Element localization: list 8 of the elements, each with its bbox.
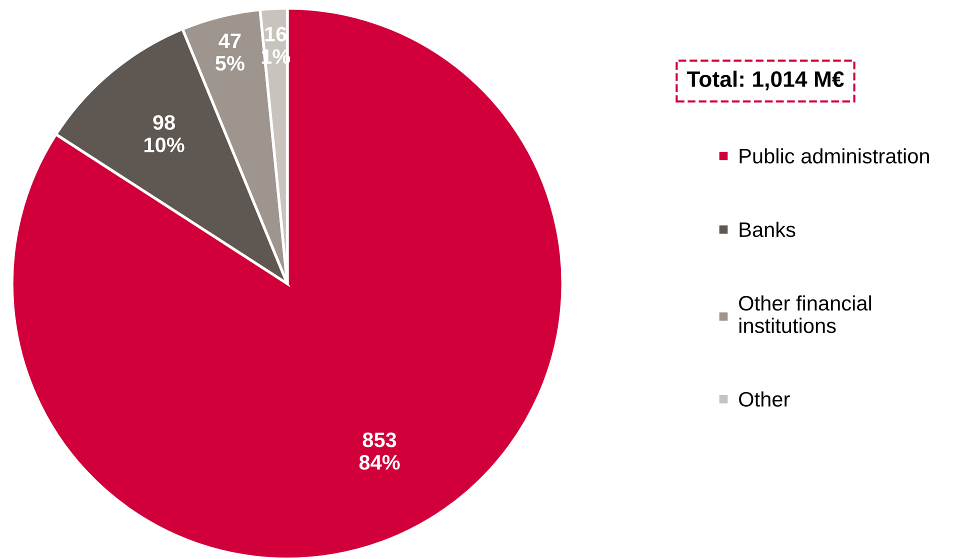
legend-label: Other <box>739 391 790 407</box>
data-label: 853 84% <box>359 432 400 470</box>
text: Total: 1,014 M€ <box>686 70 844 90</box>
legend-label: Public administration <box>740 148 929 164</box>
data-label: 47 5% <box>216 34 244 71</box>
legend-label: Banks <box>740 222 796 238</box>
data-label: 98 10% <box>144 115 184 152</box>
legend-label: Other financial institutions <box>739 295 872 334</box>
